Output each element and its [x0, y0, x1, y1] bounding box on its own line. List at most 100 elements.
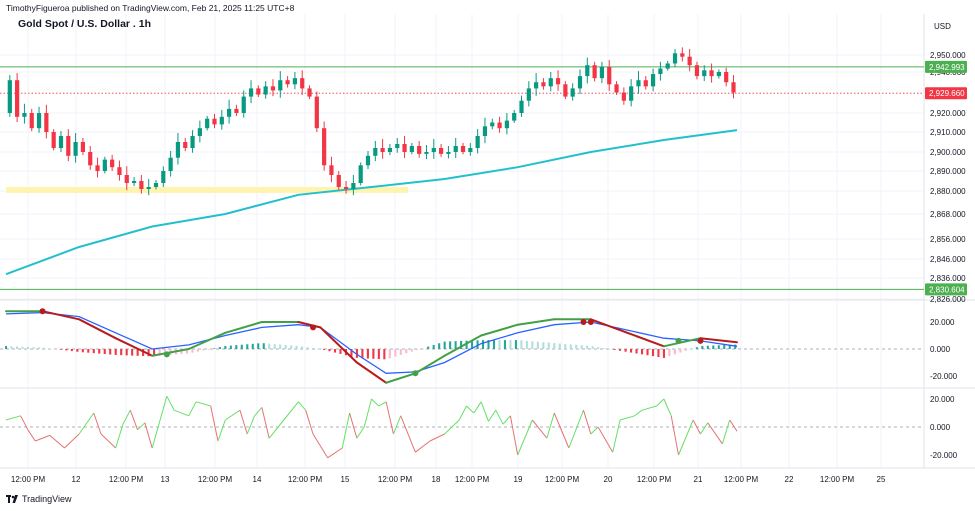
candle-body — [614, 84, 619, 93]
momentum-pane[interactable] — [0, 395, 924, 459]
histogram-bar — [432, 344, 435, 349]
histogram-bar — [717, 345, 720, 349]
momentum-segment — [466, 405, 475, 414]
momentum-segment — [100, 433, 109, 442]
candle — [205, 115, 210, 131]
time-tick-label: 12:00 PM — [724, 475, 759, 484]
histogram-bar — [640, 349, 644, 355]
histogram-bar — [366, 349, 369, 359]
time-tick-label: 12:00 PM — [637, 475, 672, 484]
histogram-bar — [131, 349, 134, 356]
candle — [161, 166, 166, 187]
tradingview-brand[interactable]: TradingView — [6, 494, 72, 504]
candle — [183, 138, 188, 152]
histogram-bar — [196, 349, 199, 352]
candle — [482, 117, 488, 144]
oscillator-pane[interactable] — [0, 308, 924, 384]
candle — [146, 179, 151, 196]
histogram-bar — [273, 344, 276, 349]
tradingview-logo-icon — [6, 494, 18, 503]
candle — [66, 129, 71, 162]
momentum-segment — [590, 426, 599, 435]
momentum-segment — [670, 415, 680, 456]
histogram-bar — [114, 349, 117, 355]
candle — [95, 157, 100, 178]
candle-body — [292, 78, 297, 85]
candle — [314, 91, 319, 132]
candle — [570, 83, 575, 101]
histogram-bar — [487, 340, 490, 349]
histogram-bar — [520, 340, 523, 349]
candle — [322, 121, 327, 171]
histogram-bar — [471, 340, 474, 349]
momentum-segment — [349, 412, 358, 439]
candle — [88, 146, 93, 170]
candle-body — [263, 86, 268, 95]
candle-body — [475, 136, 480, 148]
histogram-bar — [695, 347, 698, 349]
histogram-bar — [279, 344, 282, 349]
time-tick-label: 22 — [785, 475, 794, 484]
candle — [373, 141, 378, 162]
main-line-segment — [355, 361, 388, 384]
momentum-segment — [210, 405, 219, 442]
cross-point — [39, 308, 46, 315]
candle-body — [190, 136, 195, 148]
candle-body — [212, 118, 217, 125]
candle — [248, 80, 254, 104]
time-tick-label: 14 — [253, 475, 262, 484]
candle-body — [307, 88, 312, 97]
histogram-bar — [191, 349, 194, 353]
price-pane[interactable] — [0, 47, 924, 290]
histogram-bar — [240, 344, 243, 349]
momentum-segment — [27, 429, 36, 442]
histogram-bar — [120, 349, 123, 356]
main-line-segment — [319, 326, 358, 364]
histogram-bar — [525, 340, 528, 349]
candle-body — [175, 142, 181, 158]
candle-body — [168, 157, 173, 171]
candle-body — [314, 96, 319, 129]
candle-body — [58, 136, 64, 148]
price-tick-label: 2,826.000 — [930, 295, 966, 304]
candle — [190, 130, 195, 153]
price-tick-label: 2,836.000 — [930, 274, 966, 283]
candle-body — [534, 82, 539, 89]
chart-title[interactable]: Gold Spot / U.S. Dollar . 1h — [18, 18, 152, 30]
histogram-bar — [438, 343, 441, 349]
price-tick-label: 2,846.000 — [930, 255, 966, 264]
momentum-segment — [480, 401, 489, 422]
candle-body — [504, 120, 509, 129]
candle — [241, 90, 246, 118]
histogram-bar — [427, 346, 430, 349]
histogram-bar — [103, 349, 106, 355]
candle-body — [468, 148, 473, 152]
main-line-segment — [114, 337, 154, 357]
candle-body — [409, 146, 414, 152]
momentum-tick-label: 0.000 — [930, 423, 951, 432]
candle-body — [577, 76, 583, 89]
cross-point — [675, 337, 682, 344]
momentum-segment — [151, 396, 168, 449]
signal-line — [5, 311, 738, 374]
histogram-bar — [646, 349, 649, 356]
currency-label[interactable]: USD — [934, 22, 951, 31]
candle-body — [95, 165, 100, 171]
momentum-segment — [509, 415, 519, 456]
momentum-segment — [173, 409, 189, 417]
momentum-segment — [5, 415, 21, 421]
candle — [585, 57, 590, 84]
momentum-segment — [64, 433, 80, 449]
momentum-segment — [612, 419, 621, 453]
candle-body — [343, 187, 349, 189]
candle — [614, 81, 619, 95]
time-tick-label: 12:00 PM — [378, 475, 413, 484]
histogram-bar — [684, 349, 687, 351]
candle — [73, 133, 78, 163]
histogram-bar — [180, 349, 183, 355]
candle-body — [446, 152, 451, 154]
candle-body — [585, 65, 590, 77]
candle — [263, 81, 268, 99]
candle — [278, 71, 283, 98]
